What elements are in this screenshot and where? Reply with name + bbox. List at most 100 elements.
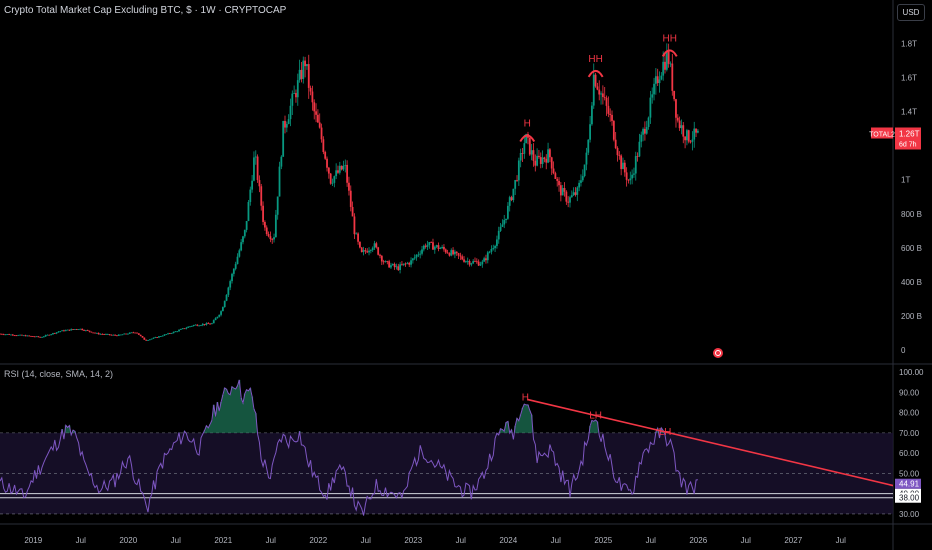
currency-button[interactable]: USD	[897, 4, 925, 21]
candle-body	[167, 333, 169, 335]
candle-body	[145, 339, 148, 341]
time-tick-label: 2019	[24, 536, 42, 545]
candle-body	[390, 265, 392, 268]
candle-body	[470, 263, 473, 265]
candle-body	[561, 188, 564, 196]
candle-body	[181, 328, 184, 330]
candle-body	[158, 336, 160, 338]
price-tick-label: 800 B	[901, 210, 922, 219]
candle-body	[490, 248, 493, 252]
price-badge-value: 1.26T	[899, 129, 920, 138]
candle-body	[508, 197, 511, 206]
candle-body	[112, 334, 115, 336]
time-tick-label: 2021	[214, 536, 232, 545]
candle-body	[603, 97, 606, 98]
candle-body	[253, 157, 255, 181]
candle-body	[243, 229, 246, 237]
candle-body	[61, 330, 64, 332]
candle-body	[532, 150, 535, 161]
candle-body	[580, 180, 582, 183]
candle-body	[30, 335, 32, 337]
candle-body	[340, 165, 343, 170]
candle-body	[35, 336, 38, 338]
peak-label: HH	[663, 33, 677, 44]
candle-body	[318, 122, 321, 128]
candle-body	[320, 127, 323, 140]
candle-body	[216, 316, 219, 319]
candle-body	[324, 152, 327, 159]
candle-body	[172, 331, 175, 334]
rsi-trendline	[527, 398, 894, 487]
price-tick-label: 0	[901, 346, 906, 355]
candle-body	[335, 170, 338, 177]
candle-body	[514, 180, 517, 189]
candle-body	[309, 87, 312, 92]
candle-body	[589, 124, 591, 140]
candle-body	[348, 182, 350, 191]
candle-body	[506, 205, 509, 219]
candle-body	[510, 197, 513, 201]
candle-body	[696, 130, 699, 133]
candle-body	[200, 325, 202, 327]
candle-body	[192, 325, 195, 326]
candle-body	[614, 139, 617, 148]
candle-body	[419, 253, 422, 255]
rsi-annotation-label: LH	[659, 427, 672, 438]
candle-body	[452, 250, 454, 255]
candle-body	[196, 324, 199, 326]
candle-body	[234, 264, 237, 269]
candle-body	[665, 50, 668, 70]
candle-body	[631, 174, 634, 179]
candle-body	[446, 252, 449, 254]
rsi-annotation-label: H	[522, 392, 529, 403]
candle-body	[605, 97, 608, 106]
candle-body	[437, 245, 440, 249]
candle-body	[667, 50, 670, 64]
price-badge-symbol: TOTAL2	[869, 131, 895, 138]
candle-body	[393, 263, 396, 268]
candle-body	[362, 250, 365, 253]
rsi-value-badge-text: 44.91	[899, 480, 920, 489]
candle-body	[293, 93, 296, 94]
price-badge-value-bg	[895, 127, 921, 150]
candle-body	[581, 176, 584, 181]
candle-body	[680, 125, 683, 129]
candle-body	[622, 162, 624, 170]
candle-body	[461, 256, 464, 260]
candle-body	[587, 139, 590, 153]
candle-body	[620, 155, 623, 170]
candle-body	[623, 162, 626, 173]
candle-body	[28, 335, 31, 337]
candle-body	[687, 130, 690, 142]
rsi-line	[0, 379, 698, 516]
candle-body	[225, 294, 228, 301]
candle-body	[598, 89, 601, 95]
candle-body	[388, 261, 391, 268]
candle-body	[37, 336, 40, 338]
candle-body	[92, 332, 95, 334]
candle-body	[430, 242, 433, 243]
candle-body	[156, 337, 159, 339]
candle-body	[19, 334, 21, 336]
candle-body	[521, 152, 524, 154]
candle-body	[371, 247, 374, 251]
candle-body	[640, 134, 643, 142]
candle-body	[474, 261, 476, 262]
time-tick-label: Jul	[741, 536, 751, 545]
candle-body	[417, 254, 420, 256]
time-tick-label: 2020	[119, 536, 137, 545]
candle-body	[267, 234, 270, 237]
candle-body	[214, 318, 217, 321]
candle-body	[273, 237, 275, 240]
candle-body	[284, 120, 286, 128]
rsi-tick-label: 30.00	[899, 510, 920, 519]
candle-body	[66, 329, 69, 331]
candle-body	[686, 130, 688, 141]
candle-body	[578, 182, 581, 188]
candle-body	[10, 334, 12, 336]
candle-body	[512, 188, 515, 201]
rsi-tick-label: 60.00	[899, 449, 920, 458]
candle-body	[633, 173, 635, 175]
candle-body	[607, 105, 610, 114]
